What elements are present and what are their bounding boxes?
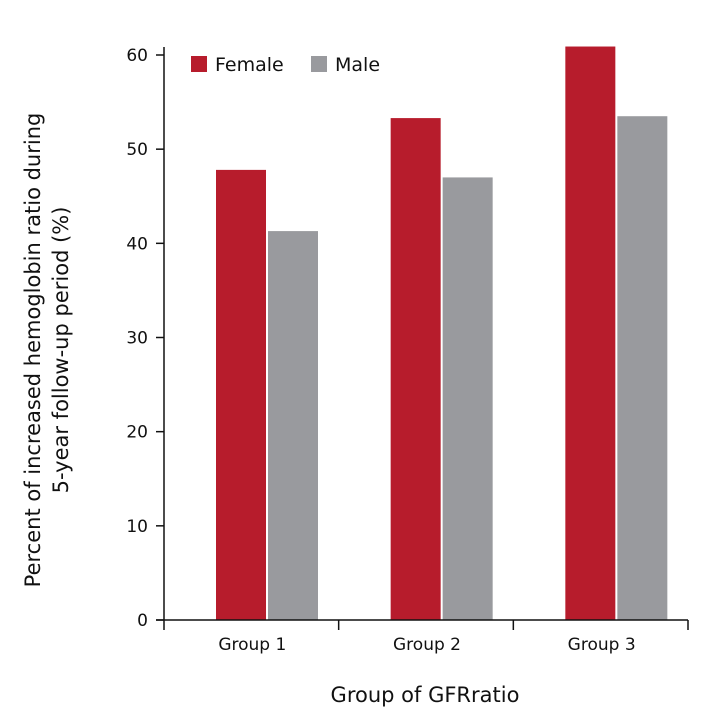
legend-swatch-male (311, 56, 327, 72)
x-ticks-group: Group 1 Group 2 Group 3 (163, 620, 689, 655)
y-tick-label-40: 40 (126, 234, 148, 254)
bar-female-group-1 (216, 169, 266, 620)
x-axis-title: Group of GFRratio (331, 683, 520, 707)
bar-male-group-3 (617, 116, 668, 620)
x-tick-label-group-2: Group 2 (393, 635, 461, 655)
bar-male-group-1 (268, 231, 318, 620)
y-axis-title-line-2: 5-year follow-up period (%) (49, 207, 73, 494)
y-tick-label-20: 20 (126, 423, 148, 443)
y-tick-label-30: 30 (126, 329, 148, 349)
x-tick-label-group-3: Group 3 (568, 635, 636, 655)
bar-male-group-2 (442, 177, 493, 620)
bar-female-group-3 (565, 46, 616, 620)
y-tick-label-10: 10 (126, 517, 148, 537)
y-ticks-group: 0 10 20 30 40 50 60 (126, 46, 164, 631)
legend-swatch-female (191, 56, 207, 72)
legend: Female Male (191, 54, 380, 76)
y-tick-label-50: 50 (126, 140, 148, 160)
y-axis-title-line-1: Percent of increased hemoglobin ratio du… (21, 113, 45, 588)
legend-label-female: Female (215, 54, 284, 76)
bar-female-group-2 (390, 118, 441, 620)
y-tick-label-60: 60 (126, 46, 148, 66)
bars-group (216, 46, 668, 620)
x-tick-label-group-1: Group 1 (218, 635, 286, 655)
y-axis-title: Percent of increased hemoglobin ratio du… (21, 113, 73, 588)
legend-label-male: Male (335, 54, 380, 76)
y-tick-label-0: 0 (137, 611, 148, 631)
